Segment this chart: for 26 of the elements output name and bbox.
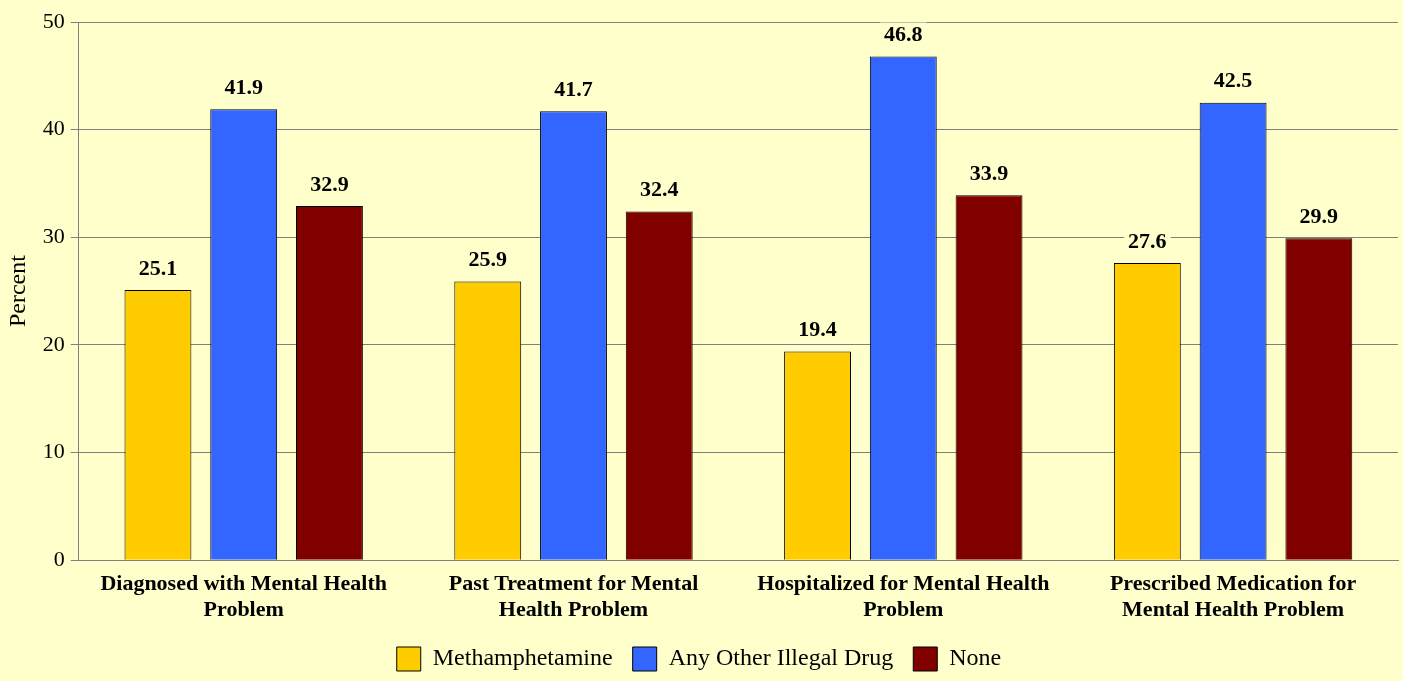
y-tick-label: 0 xyxy=(53,545,65,571)
data-label: 33.9 xyxy=(969,159,1009,185)
data-label: 42.5 xyxy=(1213,67,1253,93)
data-label: 25.9 xyxy=(468,246,507,272)
data-label: 32.4 xyxy=(640,176,679,202)
legend-label: Any Other Illegal Drug xyxy=(668,644,894,671)
data-label: 19.4 xyxy=(798,316,837,342)
x-tick-label: Diagnosed with Mental Health Problem xyxy=(100,570,388,622)
data-label: 29.9 xyxy=(1299,203,1339,229)
data-label: 41.9 xyxy=(224,73,263,99)
legend-label: None xyxy=(949,644,1002,671)
x-tick-label: Prescribed Medication for Mental Health Problem xyxy=(1109,570,1357,622)
y-tick-label: 40 xyxy=(42,115,65,141)
x-tick-label: Past Treatment for Mental Health Problem xyxy=(448,570,699,622)
data-label: 41.7 xyxy=(554,76,593,102)
y-tick-label: 10 xyxy=(42,438,65,464)
data-label: 25.1 xyxy=(138,254,178,280)
x-tick-label: Hospitalized for Mental Health Problem xyxy=(757,570,1050,622)
y-tick-label: 50 xyxy=(42,7,65,33)
y-tick-label: 20 xyxy=(42,330,65,356)
data-label: 46.8 xyxy=(884,21,923,47)
y-tick-label: 30 xyxy=(42,223,65,249)
y-axis-title: Percent xyxy=(3,254,30,328)
data-label: 27.6 xyxy=(1128,227,1167,253)
legend-label: Methamphetamine xyxy=(432,644,613,671)
data-label: 32.9 xyxy=(310,170,349,196)
